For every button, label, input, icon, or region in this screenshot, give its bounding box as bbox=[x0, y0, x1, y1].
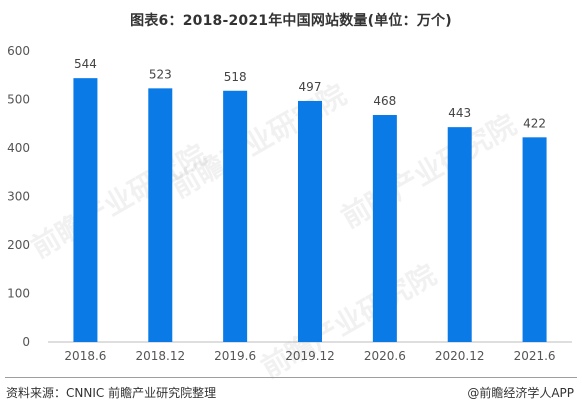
source-note: 资料来源：CNNIC 前瞻产业研究院整理 bbox=[6, 386, 217, 400]
x-tick-label: 2018.12 bbox=[135, 349, 185, 363]
x-tick-label: 2018.6 bbox=[64, 349, 106, 363]
data-labels: 544 523 518 497 468 443 422 bbox=[74, 57, 546, 130]
y-tick-label: 200 bbox=[7, 238, 30, 252]
bar-2020.6 bbox=[372, 115, 397, 343]
x-tick-label: 2019.12 bbox=[285, 349, 335, 363]
footer-divider bbox=[5, 377, 577, 378]
bar-2018.6 bbox=[73, 78, 98, 342]
y-tick-label: 500 bbox=[7, 93, 30, 107]
x-tick-label: 2020.12 bbox=[435, 349, 485, 363]
bar-2019.6 bbox=[223, 90, 248, 343]
y-tick-label: 400 bbox=[7, 141, 30, 155]
x-tick-label: 2021.6 bbox=[514, 349, 556, 363]
data-label: 468 bbox=[373, 94, 396, 108]
y-tick-label: 300 bbox=[7, 190, 30, 204]
data-label: 422 bbox=[523, 116, 546, 130]
bar-2018.12 bbox=[148, 88, 173, 342]
bars bbox=[73, 78, 547, 343]
bar-2021.6 bbox=[522, 137, 547, 342]
x-axis-ticks: 2018.6 2018.12 2019.6 2019.12 2020.6 2020.12 2… bbox=[64, 349, 555, 363]
y-axis-ticks: 0 100 200 300 400 500 600 bbox=[7, 44, 30, 349]
x-tick-label: 2019.6 bbox=[214, 349, 256, 363]
chart-title: 图表6：2018-2021年中国网站数量(单位：万个) bbox=[130, 13, 452, 29]
data-label: 523 bbox=[149, 67, 172, 81]
y-tick-label: 100 bbox=[7, 287, 30, 301]
data-label: 518 bbox=[224, 70, 247, 84]
brand-label: @前瞻经济学人APP bbox=[467, 386, 574, 400]
bar-2019.12 bbox=[298, 100, 322, 342]
data-label: 443 bbox=[448, 106, 471, 120]
y-tick-label: 600 bbox=[7, 44, 30, 58]
data-label: 497 bbox=[299, 80, 322, 94]
x-tick-label: 2020.6 bbox=[364, 349, 406, 363]
y-tick-label: 0 bbox=[22, 335, 30, 349]
data-label: 544 bbox=[74, 57, 97, 71]
bar-2020.12 bbox=[447, 127, 472, 343]
